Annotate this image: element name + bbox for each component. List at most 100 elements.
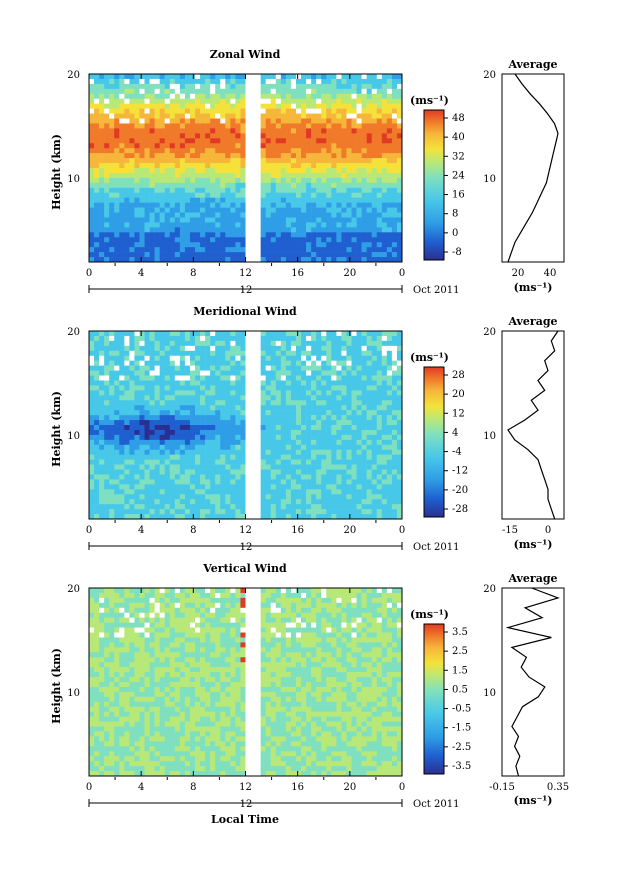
heatmap-cell [195, 128, 201, 134]
heatmap-cell [159, 222, 166, 228]
heatmap-cell [129, 489, 135, 495]
heatmap-cell [336, 405, 342, 411]
heatmap-cell [371, 360, 378, 366]
heatmap-cell [235, 415, 241, 421]
heatmap-cell [371, 459, 378, 465]
heatmap-cell [361, 415, 367, 421]
heatmap-cell [139, 439, 145, 446]
heatmap-cell [285, 177, 292, 184]
heatmap-cell [154, 410, 160, 416]
heatmap-cell [230, 158, 236, 164]
heatmap-cell [391, 375, 398, 381]
heatmap-cell [321, 143, 327, 149]
heatmap-cell [89, 98, 95, 104]
heatmap-cell [109, 113, 115, 119]
x-tick-label: 0 [86, 268, 92, 279]
heatmap-cell [250, 390, 256, 396]
heatmap-cell [129, 449, 135, 455]
heatmap-cell [215, 420, 221, 426]
heatmap-cell [301, 153, 307, 159]
heatmap-cell [119, 405, 125, 411]
heatmap-cell [245, 143, 251, 149]
heatmap-cell [311, 143, 317, 149]
heatmap-cell [225, 74, 231, 80]
heatmap-cell [326, 415, 332, 421]
heatmap-cell [164, 118, 171, 124]
heatmap-cell [134, 380, 140, 386]
heatmap-cell [336, 123, 342, 129]
heatmap-cell [225, 242, 231, 248]
heatmap-cell [184, 202, 191, 208]
heatmap-cell [235, 118, 241, 124]
heatmap-cell [301, 212, 307, 218]
heatmap-cell [220, 439, 226, 446]
heatmap-cell [240, 390, 246, 396]
heatmap-cell [301, 479, 307, 485]
heatmap-cell [285, 420, 292, 426]
heatmap-cell [109, 459, 115, 465]
heatmap-cell [189, 187, 196, 194]
heatmap-cell [346, 370, 352, 376]
heatmap-cell [200, 489, 206, 495]
heatmap-cell [331, 375, 337, 381]
heatmap-cell [351, 202, 357, 208]
heatmap-cell [371, 395, 378, 401]
heatmap-cell [215, 192, 221, 198]
heatmap-cell [220, 340, 226, 347]
heatmap-cell [361, 360, 367, 366]
heatmap-cell [290, 172, 297, 179]
heatmap-cell [311, 425, 317, 431]
heatmap-cell [245, 509, 251, 515]
heatmap-cell [255, 429, 261, 436]
heatmap-cell [179, 232, 186, 238]
heatmap-cell [386, 335, 393, 342]
heatmap-cell [316, 425, 322, 431]
heatmap-cell [235, 385, 241, 391]
zonal-ytick-20: 20 [67, 70, 80, 81]
heatmap-cell [366, 98, 373, 104]
heatmap-cell [179, 425, 186, 431]
heatmap-cell [210, 494, 216, 500]
heatmap-cell [386, 514, 393, 520]
heatmap-cell [89, 128, 95, 134]
heatmap-cell [285, 439, 292, 446]
heatmap-cell [159, 242, 166, 248]
heatmap-cell [331, 158, 337, 164]
heatmap-cell [250, 247, 256, 253]
heatmap-cell [341, 182, 347, 189]
heatmap-cell [215, 252, 221, 258]
heatmap-cell [144, 350, 150, 357]
heatmap-cell [134, 444, 140, 451]
heatmap-cell [346, 375, 352, 381]
heatmap-cell [235, 138, 241, 144]
heatmap-cell [195, 335, 201, 342]
heatmap-cell [94, 108, 100, 114]
heatmap-cell [285, 237, 292, 243]
heatmap-cell [295, 415, 302, 421]
heatmap-cell [306, 405, 312, 411]
heatmap-cell [386, 429, 393, 436]
heatmap-cell [376, 177, 383, 184]
heatmap-cell [260, 444, 266, 451]
heatmap-cell [104, 686, 110, 693]
heatmap-cell [215, 78, 221, 85]
heatmap-cell [321, 360, 327, 366]
heatmap-cell [230, 459, 236, 465]
heatmap-cell [200, 128, 206, 134]
heatmap-cell [396, 439, 403, 446]
heatmap-cell [215, 143, 221, 149]
heatmap-cell [144, 252, 150, 258]
heatmap-cell [376, 331, 383, 337]
heatmap-cell [275, 494, 282, 500]
heatmap-cell [159, 158, 166, 164]
heatmap-cell [361, 74, 367, 80]
heatmap-cell [311, 385, 317, 391]
heatmap-cell [230, 429, 236, 436]
heatmap-cell [149, 207, 155, 213]
heatmap-cell [179, 227, 186, 233]
heatmap-cell [366, 405, 373, 411]
heatmap-cell [260, 420, 266, 426]
heatmap-cell [280, 252, 287, 258]
heatmap-cell [301, 128, 307, 134]
heatmap-cell [306, 425, 312, 431]
